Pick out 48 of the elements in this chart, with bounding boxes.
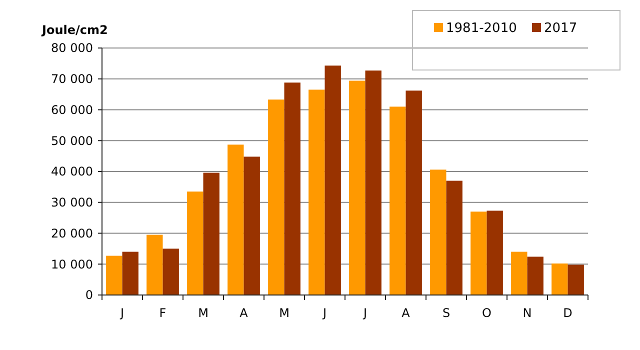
- y-axis-title: Joule/cm2: [41, 23, 108, 37]
- y-tick-label: 20 000: [51, 226, 93, 240]
- bar: [511, 252, 528, 295]
- x-tick-label: F: [159, 306, 166, 320]
- y-tick-label: 60 000: [51, 102, 93, 117]
- x-tick-label: M: [198, 306, 208, 320]
- bar: [568, 264, 584, 295]
- x-tick-label: M: [279, 306, 290, 320]
- x-tick-label: N: [522, 306, 532, 320]
- bar: [552, 264, 568, 295]
- bar: [349, 80, 366, 295]
- bar: [430, 170, 446, 295]
- y-tick-label: 70 000: [51, 72, 93, 86]
- bar: [187, 192, 204, 295]
- bar: [527, 256, 544, 295]
- bar: [365, 70, 382, 295]
- bar: [390, 106, 406, 295]
- bar: [284, 82, 300, 295]
- bar: [486, 210, 503, 295]
- bar: [268, 100, 284, 295]
- bar: [106, 256, 122, 295]
- x-tick-label: A: [240, 306, 249, 320]
- bar: [162, 248, 179, 295]
- y-tick-label: 10 000: [51, 257, 93, 272]
- legend-label: 2017: [544, 21, 578, 36]
- bar: [146, 234, 163, 295]
- x-tick-label: J: [362, 306, 368, 320]
- x-tick-label: D: [563, 306, 572, 320]
- x-tick-label: J: [119, 306, 124, 320]
- bar: [122, 252, 138, 295]
- y-tick-label: 30 000: [51, 196, 93, 210]
- x-tick-label: S: [442, 306, 450, 320]
- bar: [228, 144, 244, 295]
- bar: [244, 156, 260, 295]
- bar: [308, 90, 325, 295]
- bar: [406, 90, 422, 295]
- y-tick-label: 40 000: [51, 164, 93, 179]
- y-tick-label: 0: [85, 288, 93, 302]
- y-tick-label: 80 000: [51, 41, 93, 56]
- x-tick-label: A: [402, 306, 411, 320]
- bar: [470, 212, 487, 295]
- x-tick-label: O: [482, 306, 492, 320]
- legend-label: 1981-2010: [446, 21, 517, 36]
- bar: [203, 172, 220, 295]
- bar: [446, 180, 462, 295]
- bar: [324, 66, 341, 295]
- y-tick-label: 50 000: [51, 134, 93, 148]
- x-tick-label: J: [322, 306, 327, 320]
